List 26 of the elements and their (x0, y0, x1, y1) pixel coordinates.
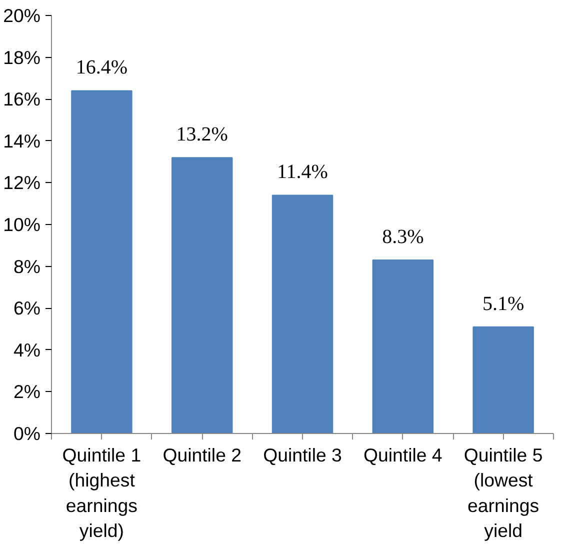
y-tick-label: 6% (14, 298, 41, 319)
y-tick-label: 2% (14, 381, 41, 402)
y-tick-label: 0% (14, 423, 41, 444)
y-tick-label: 12% (3, 172, 41, 194)
data-label: 16.4% (76, 56, 128, 79)
y-tick-label: 18% (3, 46, 41, 68)
y-tick-label: 14% (3, 130, 41, 152)
y-tick-label: 10% (3, 214, 41, 235)
bar (71, 90, 132, 434)
x-tick-label: Quintile 2 (162, 444, 242, 466)
data-label: 5.1% (482, 292, 524, 315)
bar (372, 260, 434, 434)
data-label: 11.4% (277, 161, 328, 184)
bar (272, 194, 334, 434)
x-tick-label: Quintile 5 (lowest earnings yield (464, 444, 543, 542)
y-tick-label: 8% (14, 256, 41, 277)
y-tick-label: 20% (3, 5, 41, 26)
x-tick-label: Quintile 4 (363, 444, 442, 466)
y-tick-label: 16% (3, 88, 41, 110)
x-tick-label: Quintile 3 (263, 444, 342, 466)
x-tick-label: Quintile 1 (highest earnings yield) (62, 444, 142, 542)
data-label: 8.3% (382, 226, 424, 248)
y-tick-label: 4% (14, 339, 41, 360)
bar (472, 326, 534, 434)
data-label: 13.2% (176, 124, 228, 146)
bar (171, 157, 233, 434)
